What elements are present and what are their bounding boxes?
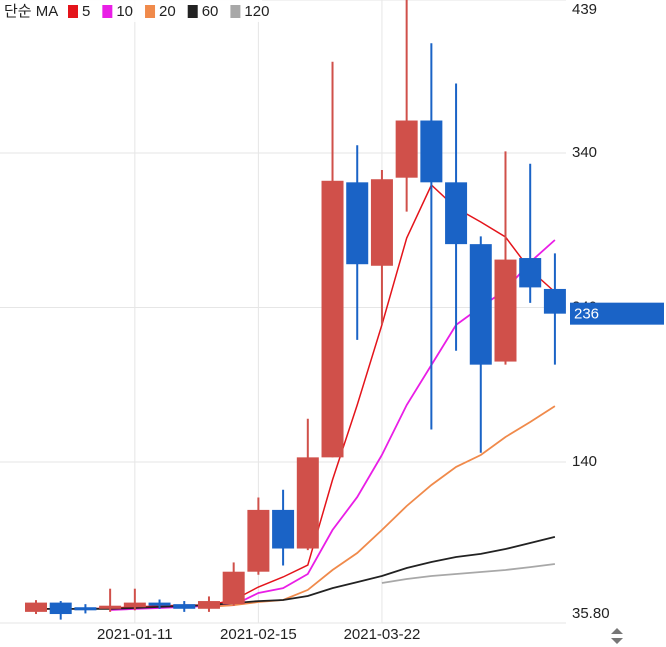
legend-label: 60 [202,3,219,20]
candle-body [74,607,97,611]
scroll-icon[interactable] [611,628,623,644]
legend-swatch [102,5,113,18]
candle-body [123,602,146,608]
y-tick-label: 439 [572,1,597,18]
candle-body [99,605,122,609]
candle-body [543,288,566,314]
candle-body [395,120,418,178]
x-tick-label: 2021-01-11 [97,626,173,643]
candle-body [321,180,344,458]
x-tick-label: 2021-02-15 [220,626,297,643]
legend-swatch [187,5,198,18]
candle-body [494,259,517,362]
candle-body [346,182,369,265]
candle-body [519,258,542,288]
candle-body [173,604,196,609]
legend-label: 5 [82,3,90,20]
candle-body [148,602,171,606]
last-price-label: 236 [574,306,599,323]
last-price-box [570,302,664,325]
candle-body [272,509,295,549]
candle-body [222,571,245,605]
candle-body [49,602,72,615]
legend-swatch [145,5,156,18]
candle-body [445,182,468,245]
ma-line [381,563,556,584]
candle-body [296,457,319,549]
candle-body [370,179,393,266]
y-tick-label: 140 [572,453,597,470]
legend-swatch [230,5,241,18]
legend-label: 120 [244,3,269,20]
legend-label: 20 [159,3,176,20]
y-tick-label: 340 [572,144,597,161]
legend-swatch [68,5,78,18]
candle-body [25,602,47,612]
ma-line [36,536,556,610]
ma-line [36,183,556,610]
legend-label: 10 [116,3,133,20]
candle-body [420,120,443,183]
y-tick-label: 35.80 [572,605,610,622]
candles [25,0,566,620]
candle-body [469,244,492,365]
candle-body [247,509,270,572]
candle-body [197,601,220,609]
legend-title: 단순 MA [4,3,58,20]
x-tick-label: 2021-03-22 [344,626,421,643]
